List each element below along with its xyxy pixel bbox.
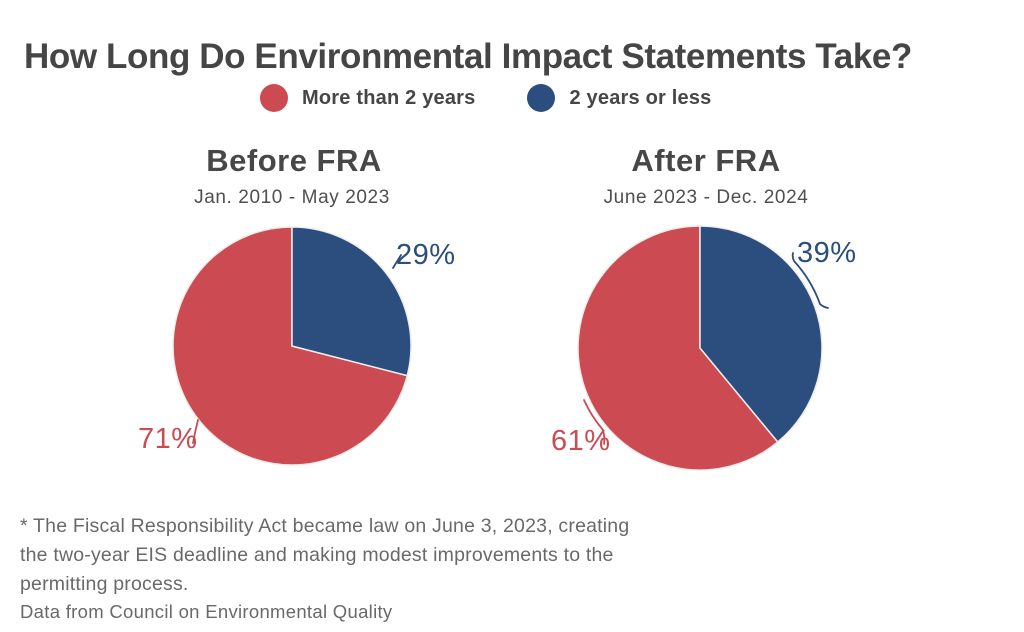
leader-line-71 bbox=[192, 419, 199, 444]
legend-label: More than 2 years bbox=[302, 86, 476, 109]
footnote-line: permitting process. bbox=[20, 573, 189, 595]
footnote: * The Fiscal Responsibility Act became l… bbox=[20, 512, 700, 599]
legend-item-2-years-or-less: 2 years or less bbox=[527, 84, 711, 112]
footnote-line: * The Fiscal Responsibility Act became l… bbox=[20, 515, 630, 537]
legend-label: 2 years or less bbox=[569, 86, 712, 109]
before-red-pct-label: 71% bbox=[138, 423, 198, 455]
after-fra-title: After FRA bbox=[631, 143, 781, 178]
after-fra-pie-chart bbox=[577, 225, 829, 471]
pie-slice bbox=[577, 225, 779, 471]
footnote-line: the two-year EIS deadline and making mod… bbox=[20, 544, 614, 566]
leader-line-61 bbox=[583, 399, 606, 445]
after-fra-subtitle: June 2023 - Dec. 2024 bbox=[603, 187, 809, 208]
before-fra-title: Before FRA bbox=[206, 143, 382, 178]
pie-slice bbox=[172, 226, 409, 466]
before-fra-subtitle: Jan. 2010 - May 2023 bbox=[194, 187, 390, 208]
data-source: Data from Council on Environmental Quali… bbox=[20, 601, 393, 622]
pie-slice bbox=[699, 225, 823, 444]
after-red-pct-label: 61% bbox=[551, 425, 611, 457]
leader-line-29 bbox=[392, 254, 402, 269]
before-fra-pie-chart bbox=[172, 226, 412, 466]
after-blue-pct-label: 39% bbox=[797, 237, 857, 269]
legend-item-more-than-2-years: More than 2 years bbox=[260, 84, 475, 112]
legend: More than 2 years 2 years or less bbox=[260, 84, 711, 112]
page-title: How Long Do Environmental Impact Stateme… bbox=[24, 37, 912, 77]
red-dot-icon bbox=[260, 84, 288, 112]
pie-slice bbox=[291, 226, 412, 377]
before-blue-pct-label: 29% bbox=[396, 239, 456, 271]
leader-line-39 bbox=[791, 252, 829, 309]
blue-dot-icon bbox=[527, 84, 556, 112]
